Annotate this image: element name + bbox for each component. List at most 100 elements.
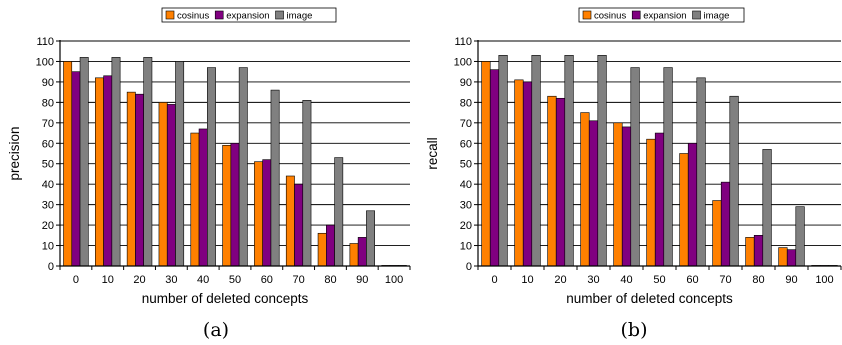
- bar-image: [366, 210, 375, 267]
- bar-cosinus: [745, 237, 755, 267]
- bar-image: [175, 61, 185, 267]
- chart-precision: 0 10 20 30 40 50 60 70 80 90 100 110 0 10 20 30 40 50 60 70…: [7, 7, 411, 341]
- bar-expansion: [621, 126, 632, 267]
- legend-label-expansion: expansion: [643, 11, 686, 22]
- x-tick-label: 50: [653, 274, 665, 286]
- bar-cosinus: [514, 79, 524, 267]
- bar-image: [270, 89, 280, 267]
- y-tick-label: 60: [42, 138, 54, 150]
- x-tick-label: 30: [587, 274, 599, 286]
- bar-expansion: [103, 75, 113, 267]
- bar-cosinus: [95, 77, 104, 267]
- bar-cosinus: [646, 138, 656, 267]
- bar-cosinus: [158, 102, 168, 267]
- bar-cosinus: [63, 61, 73, 267]
- x-tick-label: 40: [620, 274, 632, 286]
- legend-label-cosinus: cosinus: [594, 11, 626, 22]
- y-tick-label: 90: [460, 77, 472, 89]
- x-tick-label: 80: [752, 274, 764, 286]
- x-tick-label: 100: [385, 274, 403, 286]
- legend-swatch-expansion: [214, 10, 224, 20]
- bar-image: [597, 55, 607, 267]
- bar-cosinus: [580, 112, 590, 267]
- bar-image: [79, 57, 89, 267]
- bar-expansion: [753, 235, 764, 267]
- y-tick-label: 50: [460, 159, 472, 171]
- x-tick-label: 20: [554, 274, 566, 286]
- bar-cosinus: [254, 161, 263, 267]
- bar-cosinus: [126, 91, 136, 267]
- x-tick-label: 60: [686, 274, 698, 286]
- bar-image: [334, 157, 344, 267]
- y-tick-label: 60: [460, 138, 472, 150]
- bar-cosinus: [285, 175, 295, 267]
- bar-expansion: [198, 128, 208, 267]
- x-tick-label: 70: [719, 274, 731, 286]
- y-tick-label: 40: [460, 179, 472, 191]
- bar-expansion: [555, 97, 566, 267]
- bar-expansion: [357, 237, 367, 267]
- x-tick-label: 50: [229, 274, 241, 286]
- y-tick-label: 10: [42, 241, 54, 253]
- figure-caption: (a): [203, 319, 229, 341]
- bar-image: [207, 67, 216, 267]
- bar-image: [762, 149, 772, 267]
- y-tick-label: 50: [42, 159, 54, 171]
- y-tick-label: 0: [48, 261, 54, 273]
- x-axis-title: number of deleted concepts: [566, 291, 733, 306]
- legend-swatch-image: [692, 10, 701, 20]
- legend-label-expansion: expansion: [226, 11, 269, 22]
- bar-cosinus: [317, 232, 327, 267]
- x-tick-label: 10: [521, 274, 533, 286]
- bar-cosinus: [547, 95, 557, 267]
- y-tick-label: 40: [42, 179, 54, 191]
- bar-expansion: [720, 181, 731, 267]
- y-axis-title: precision: [7, 126, 22, 180]
- legend-swatch-expansion: [631, 10, 641, 20]
- x-tick-label: 60: [261, 274, 273, 286]
- bar-image: [795, 206, 805, 267]
- bar-image: [663, 67, 673, 267]
- bar-cosinus: [190, 132, 200, 267]
- bar-expansion: [687, 142, 698, 267]
- bar-expansion: [262, 159, 272, 267]
- bar-expansion: [654, 132, 665, 267]
- y-tick-label: 110: [36, 36, 54, 48]
- bar-expansion: [166, 104, 176, 267]
- y-tick-label: 110: [454, 36, 472, 48]
- bar-expansion: [230, 142, 240, 267]
- bar-image: [498, 55, 508, 267]
- bar-image: [630, 67, 640, 267]
- x-axis-title: number of deleted concepts: [142, 291, 309, 306]
- bar-cosinus: [481, 61, 491, 267]
- y-tick-label: 0: [466, 261, 472, 273]
- y-tick-label: 30: [460, 200, 472, 212]
- bar-expansion: [588, 120, 599, 267]
- x-tick-label: 0: [73, 274, 79, 286]
- bar-image: [729, 95, 739, 267]
- bar-expansion: [71, 71, 81, 267]
- legend-swatch-cosinus: [582, 10, 592, 20]
- y-tick-label: 30: [42, 200, 54, 212]
- bar-expansion: [294, 183, 304, 267]
- bar-cosinus: [613, 122, 623, 267]
- bar-expansion: [489, 69, 500, 267]
- legend-label-cosinus: cosinus: [177, 11, 209, 22]
- y-tick-label: 100: [36, 56, 54, 68]
- legend-swatch-cosinus: [165, 10, 175, 20]
- figure-caption: (b): [621, 319, 648, 341]
- x-tick-label: 0: [491, 274, 497, 286]
- bar-image: [531, 55, 541, 267]
- bar-cosinus: [679, 153, 689, 267]
- x-tick-label: 10: [102, 274, 114, 286]
- x-tick-label: 30: [165, 274, 177, 286]
- bar-cosinus: [222, 145, 232, 267]
- bar-expansion: [135, 93, 144, 267]
- bar-image: [238, 67, 248, 267]
- legend: cosinus expansion image: [578, 7, 745, 23]
- legend-box: [578, 7, 745, 23]
- bar-image: [696, 77, 706, 267]
- x-tick-label: 80: [324, 274, 336, 286]
- legend-swatch-image: [275, 10, 284, 20]
